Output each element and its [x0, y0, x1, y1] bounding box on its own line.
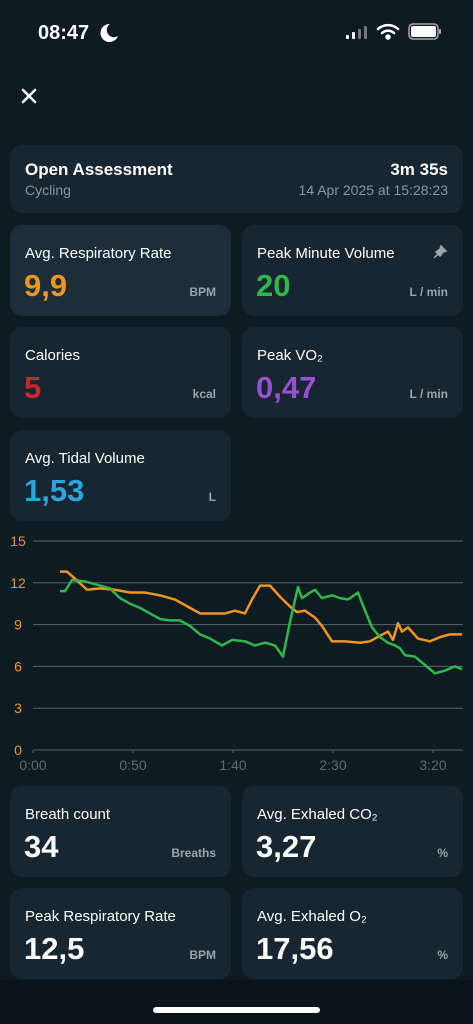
- session-type: Cycling: [25, 182, 71, 198]
- battery-icon: [408, 23, 439, 40]
- metric-unit: %: [437, 948, 448, 962]
- metric-unit: BPM: [189, 948, 216, 962]
- y-tick-label: 3: [14, 700, 22, 716]
- metric-card: [10, 430, 231, 521]
- battery-level: [411, 26, 436, 37]
- home-indicator: [153, 1007, 320, 1013]
- metric-label: Peak Minute Volume: [257, 245, 395, 262]
- metric-unit: %: [437, 846, 448, 860]
- metric-card: [242, 225, 463, 316]
- metric-label: Calories: [25, 347, 80, 364]
- moon-icon: [100, 23, 118, 42]
- metric-card: [10, 786, 231, 877]
- metric-label: Peak VO₂: [257, 347, 323, 364]
- y-tick-label: 6: [14, 658, 22, 674]
- y-tick-label: 12: [10, 575, 26, 591]
- status-time: 08:47: [38, 22, 89, 44]
- metric-value: 34: [24, 829, 59, 864]
- signal-icon: [346, 26, 367, 39]
- metric-card: [10, 327, 231, 418]
- metric-unit: L / min: [410, 387, 448, 401]
- battery-tip: [439, 29, 441, 34]
- pin-icon[interactable]: [433, 244, 448, 259]
- metric-label: Avg. Exhaled CO₂: [257, 806, 378, 823]
- x-tick-label: 1:40: [219, 757, 246, 773]
- header-card: [10, 145, 463, 213]
- y-tick-label: 15: [10, 533, 26, 549]
- metric-unit: BPM: [189, 285, 216, 299]
- session-date: 14 Apr 2025 at 15:28:23: [299, 182, 449, 198]
- y-tick-label: 9: [14, 617, 22, 633]
- metric-value: 3,27: [256, 829, 316, 864]
- metric-card: [242, 888, 463, 979]
- x-tick-label: 3:20: [419, 757, 446, 773]
- metric-label: Breath count: [25, 806, 111, 823]
- x-tick-label: 0:00: [19, 757, 46, 773]
- metric-label: Avg. Tidal Volume: [25, 450, 145, 467]
- session-title: Open Assessment: [25, 160, 173, 179]
- data-line: [60, 570, 462, 644]
- data-line: [60, 578, 463, 675]
- y-tick-label: 0: [14, 742, 22, 758]
- metric-label: Avg. Exhaled O₂: [257, 908, 367, 925]
- metric-card: [10, 888, 231, 979]
- metric-card: [242, 327, 463, 418]
- session-duration: 3m 35s: [390, 160, 448, 179]
- bottom-bar: [0, 980, 473, 1024]
- metric-card: [242, 786, 463, 877]
- metric-value: 9,9: [24, 268, 67, 303]
- metric-unit: kcal: [193, 387, 216, 401]
- metric-unit: L / min: [410, 285, 448, 299]
- metric-unit: L: [209, 490, 216, 504]
- chart: 0 3 6 9 12 15 0:00 0:50 1:40 2:30 3:20: [10, 533, 463, 773]
- wifi-icon: [376, 24, 400, 40]
- metric-unit: Breaths: [171, 846, 216, 860]
- metric-value: 17,56: [256, 931, 334, 966]
- metric-value: 0,47: [256, 370, 316, 405]
- close-button[interactable]: [21, 88, 37, 104]
- metric-label: Avg. Respiratory Rate: [25, 245, 171, 262]
- metric-value: 5: [24, 370, 41, 405]
- metric-value: 20: [256, 268, 290, 303]
- metric-card: [10, 225, 231, 316]
- x-tick-label: 0:50: [119, 757, 146, 773]
- metric-cards: Avg. Respiratory Rate 9,9 BPM Peak Minute V…: [10, 225, 463, 979]
- metric-value: 12,5: [24, 931, 84, 966]
- metric-value: 1,53: [24, 473, 84, 508]
- x-tick-label: 2:30: [319, 757, 346, 773]
- metric-label: Peak Respiratory Rate: [25, 908, 176, 925]
